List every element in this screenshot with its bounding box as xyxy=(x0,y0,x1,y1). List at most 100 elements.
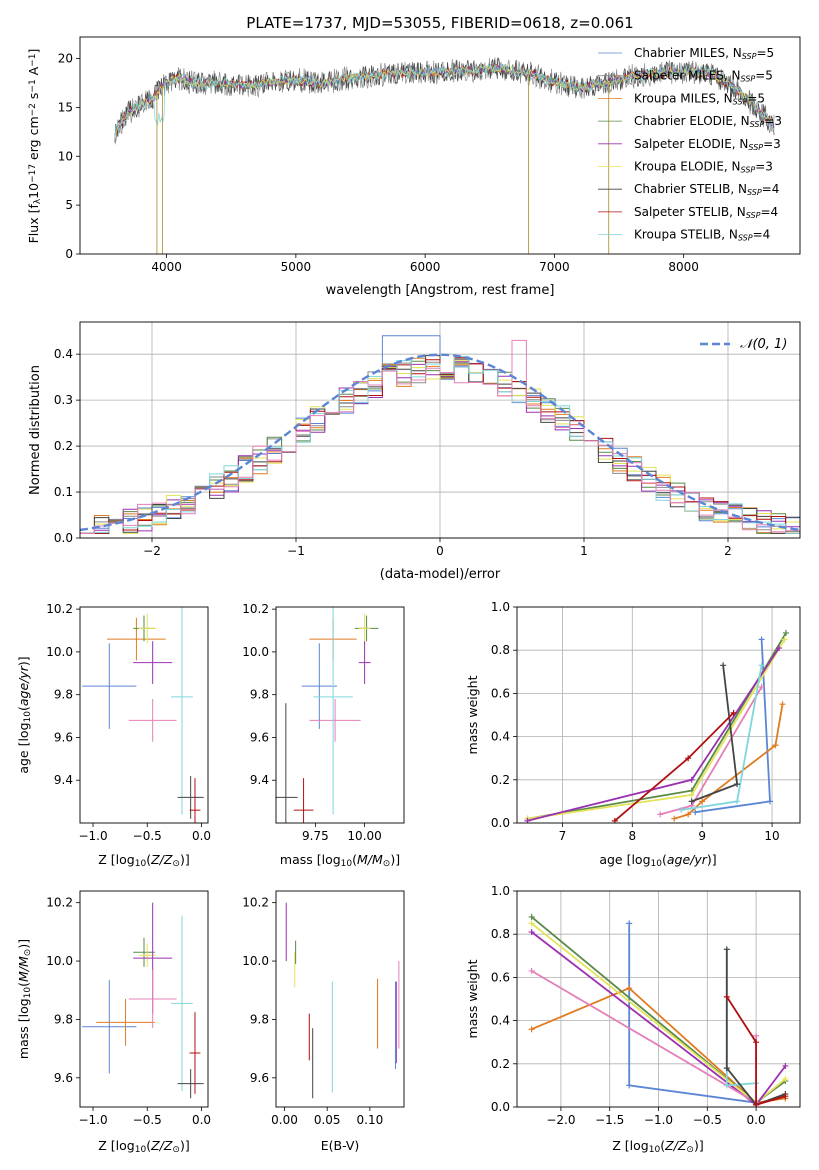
axes-frame xyxy=(79,606,209,824)
axes-frame xyxy=(79,321,801,539)
axes-frame xyxy=(516,606,801,824)
x-tick-label: 5000 xyxy=(281,260,312,274)
y-tick-label: 10.0 xyxy=(46,954,73,968)
x-tick-label: −0.5 xyxy=(133,829,162,843)
axes-frame xyxy=(516,890,801,1108)
y-tick-label: 1.0 xyxy=(491,884,510,898)
series-marker xyxy=(723,1082,730,1089)
x-axis-label: mass [log10(M/M⊙)] xyxy=(280,852,400,869)
y-tick-label: 9.4 xyxy=(54,773,73,787)
series-marker xyxy=(758,683,765,690)
series-marker xyxy=(782,1075,789,1082)
x-axis-label: E(B-V) xyxy=(321,1138,360,1153)
series-marker xyxy=(626,920,633,927)
x-tick-label: 0.00 xyxy=(271,1113,298,1127)
y-axis-label: mass weight xyxy=(465,959,480,1038)
series-marker xyxy=(783,629,790,636)
series-line xyxy=(725,949,786,1106)
x-axis-label: Z [log10(Z/Z⊙)] xyxy=(98,1138,189,1155)
x-tick-label: 7 xyxy=(559,829,567,843)
x-tick-label: 10.00 xyxy=(347,829,381,843)
series-marker xyxy=(685,811,692,818)
plot-area xyxy=(80,335,800,534)
y-tick-label: 0.0 xyxy=(54,531,73,545)
series-marker xyxy=(528,913,535,920)
x-tick-label: 0.0 xyxy=(747,1113,766,1127)
series-marker xyxy=(528,967,535,974)
y-tick-label: 0.0 xyxy=(491,816,510,830)
panel-spectrum: 4000 5000 6000 7000 8000 0 5 10 15 20 PLATE=1737, … xyxy=(26,14,801,298)
series-marker xyxy=(753,1032,760,1039)
x-tick-label: 10 xyxy=(764,829,779,843)
y-tick-label: 9.8 xyxy=(250,1012,269,1026)
y-tick-label: 9.4 xyxy=(250,773,269,787)
y-tick-label: 20 xyxy=(58,52,73,66)
x-tick-label: 9 xyxy=(698,829,706,843)
y-tick-label: 0.4 xyxy=(491,730,510,744)
spectrum-line xyxy=(114,62,775,138)
y-axis-label: Flux [fλ10−17 erg cm−2 s−1 A−1] xyxy=(26,49,43,244)
x-tick-label: −1 xyxy=(287,544,305,558)
panel-mw_vs_age: 7 8 9 10 0.0 0.2 0.4 0.6 0.8 1.0 age [log10(age/yr… xyxy=(465,600,801,869)
series-marker xyxy=(782,1062,789,1069)
x-tick-label: −1.0 xyxy=(78,1113,107,1127)
x-axis-label: Z [log10(Z/Z⊙)] xyxy=(612,1138,703,1155)
legend-label: Chabrier STELIB, NSSP=4 xyxy=(634,182,779,197)
series-marker xyxy=(528,929,535,936)
y-tick-label: 0.1 xyxy=(54,485,73,499)
series-marker xyxy=(657,811,664,818)
plot-area xyxy=(114,57,775,254)
y-tick-label: 9.6 xyxy=(54,1071,73,1085)
series-marker xyxy=(772,742,779,749)
y-tick-label: 10.2 xyxy=(242,602,269,616)
axes-frame xyxy=(275,606,405,824)
x-tick-label: −1.5 xyxy=(595,1113,624,1127)
y-tick-label: 10.0 xyxy=(46,645,73,659)
y-tick-label: 9.8 xyxy=(54,688,73,702)
series-marker xyxy=(699,798,706,805)
series-line xyxy=(725,949,757,1087)
y-tick-label: 15 xyxy=(58,100,73,114)
series-marker xyxy=(753,1039,760,1046)
y-tick-label: 0.6 xyxy=(491,686,510,700)
legend-label: Chabrier MILES, NSSP=5 xyxy=(634,46,774,61)
y-tick-label: 0.6 xyxy=(491,970,510,984)
y-tick-label: 1.0 xyxy=(491,600,510,614)
series-marker xyxy=(723,1065,730,1072)
x-tick-label: 4000 xyxy=(151,260,182,274)
legend-label: Kroupa STELIB, NSSP=4 xyxy=(634,228,770,243)
x-tick-label: 2 xyxy=(724,544,732,558)
y-tick-label: 0.3 xyxy=(54,393,73,407)
x-tick-label: −1.0 xyxy=(78,829,107,843)
x-axis-label: (data-model)/error xyxy=(380,567,501,582)
x-tick-label: −1.0 xyxy=(644,1113,673,1127)
series-marker xyxy=(734,781,741,788)
series-line xyxy=(531,970,757,1105)
series-marker xyxy=(688,798,695,805)
gaussian-curve xyxy=(80,353,800,532)
series-marker xyxy=(734,798,741,805)
x-tick-label: 0.0 xyxy=(192,829,211,843)
y-tick-label: 10 xyxy=(58,149,73,163)
series-line xyxy=(527,647,780,822)
y-tick-label: 0.2 xyxy=(491,1057,510,1071)
x-tick-label: 0.05 xyxy=(314,1113,341,1127)
panel-age_vs_Z: −1.0 −0.5 0.0 9.4 9.6 9.8 10.0 10.2 Z [log10(Z/Z… xyxy=(16,602,211,869)
series-marker xyxy=(758,662,765,669)
plot-area xyxy=(276,607,379,823)
y-tick-label: 0.8 xyxy=(491,927,510,941)
series-marker xyxy=(692,809,699,816)
y-tick-label: 0.8 xyxy=(491,643,510,657)
x-tick-label: 7000 xyxy=(539,260,570,274)
series-marker xyxy=(528,920,535,927)
x-axis-label: Z [log10(Z/Z⊙)] xyxy=(98,852,189,869)
legend-label: Salpeter MILES, NSSP=5 xyxy=(634,69,773,84)
series-marker xyxy=(688,791,695,798)
legend-label: Salpeter ELODIE, NSSP=3 xyxy=(634,137,781,152)
x-tick-label: −0.5 xyxy=(133,1113,162,1127)
plot-area xyxy=(285,902,400,1099)
series-line xyxy=(527,638,786,820)
x-tick-label: −2.0 xyxy=(546,1113,575,1127)
y-tick-label: 9.6 xyxy=(250,730,269,744)
x-tick-label: 0.0 xyxy=(192,1113,211,1127)
